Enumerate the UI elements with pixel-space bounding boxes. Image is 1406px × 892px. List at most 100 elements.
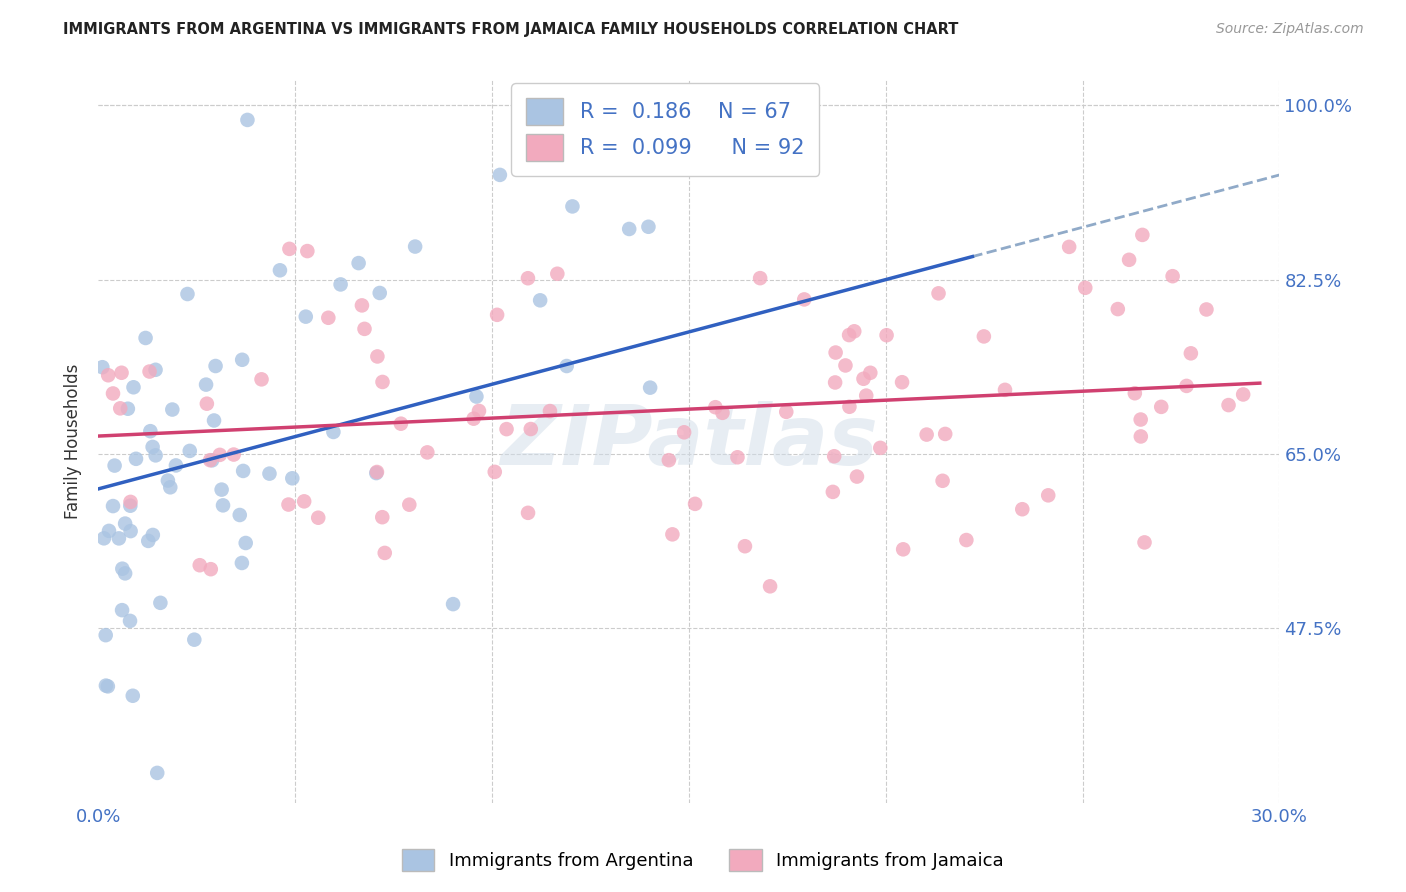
Point	[1129, 429, 1152, 443]
Point	[125, 451, 148, 466]
Point	[229, 508, 252, 522]
Point	[1038, 488, 1060, 502]
Point	[517, 271, 540, 285]
Point	[294, 310, 316, 324]
Point	[120, 499, 142, 513]
Point	[416, 445, 439, 459]
Point	[1195, 302, 1218, 317]
Point	[318, 310, 340, 325]
Point	[368, 285, 391, 300]
Point	[1133, 535, 1156, 549]
Text: Source: ZipAtlas.com: Source: ZipAtlas.com	[1216, 22, 1364, 37]
Point	[638, 381, 661, 395]
Point	[844, 324, 866, 338]
Point	[201, 453, 224, 467]
Point	[1175, 379, 1198, 393]
Point	[179, 443, 201, 458]
Point	[117, 401, 139, 416]
Point	[1011, 502, 1033, 516]
Point	[159, 480, 181, 494]
Point	[468, 404, 491, 418]
Point	[821, 484, 844, 499]
Point	[704, 401, 727, 415]
Point	[250, 372, 273, 386]
Point	[520, 422, 543, 436]
Point	[231, 556, 253, 570]
Point	[236, 112, 259, 127]
Point	[101, 499, 124, 513]
Point	[1123, 386, 1146, 401]
Point	[994, 383, 1017, 397]
Point	[162, 402, 184, 417]
Point	[389, 417, 412, 431]
Point	[775, 405, 797, 419]
Point	[108, 532, 131, 546]
Point	[931, 474, 953, 488]
Point	[1129, 412, 1152, 426]
Point	[546, 267, 568, 281]
Point	[441, 597, 464, 611]
Point	[484, 465, 506, 479]
Point	[517, 506, 540, 520]
Point	[374, 546, 396, 560]
Point	[1057, 240, 1080, 254]
Point	[188, 558, 211, 573]
Point	[824, 345, 846, 359]
Point	[876, 328, 898, 343]
Point	[538, 404, 561, 418]
Text: ZIPatlas: ZIPatlas	[501, 401, 877, 482]
Point	[307, 510, 329, 524]
Point	[212, 499, 235, 513]
Point	[1150, 400, 1173, 414]
Point	[114, 516, 136, 531]
Point	[891, 542, 914, 557]
Point	[371, 375, 394, 389]
Point	[222, 448, 245, 462]
Point	[823, 449, 845, 463]
Point	[749, 271, 772, 285]
Point	[955, 533, 977, 547]
Point	[200, 562, 222, 576]
Point	[97, 679, 120, 693]
Point	[111, 603, 134, 617]
Point	[489, 168, 512, 182]
Point	[120, 495, 142, 509]
Point	[529, 293, 551, 308]
Point	[366, 466, 388, 480]
Point	[759, 579, 782, 593]
Point	[845, 469, 868, 483]
Point	[1074, 281, 1097, 295]
Point	[838, 328, 860, 343]
Point	[136, 533, 159, 548]
Point	[928, 286, 950, 301]
Point	[110, 401, 132, 416]
Point	[855, 389, 877, 403]
Point	[637, 219, 659, 234]
Point	[176, 287, 198, 301]
Point	[149, 596, 172, 610]
Text: IMMIGRANTS FROM ARGENTINA VS IMMIGRANTS FROM JAMAICA FAMILY HOUSEHOLDS CORRELATI: IMMIGRANTS FROM ARGENTINA VS IMMIGRANTS …	[63, 22, 959, 37]
Point	[1118, 252, 1140, 267]
Point	[463, 411, 485, 425]
Point	[142, 528, 165, 542]
Point	[138, 365, 160, 379]
Point	[277, 498, 299, 512]
Point	[156, 474, 179, 488]
Point	[94, 679, 117, 693]
Point	[465, 390, 488, 404]
Point	[183, 632, 205, 647]
Point	[347, 256, 370, 270]
Point	[834, 359, 856, 373]
Point	[398, 498, 420, 512]
Point	[727, 450, 749, 465]
Point	[366, 350, 388, 364]
Point	[973, 329, 995, 343]
Point	[350, 298, 373, 312]
Point	[869, 441, 891, 455]
Point	[292, 494, 315, 508]
Point	[673, 425, 696, 440]
Point	[195, 377, 218, 392]
Point	[1218, 398, 1240, 412]
Point	[329, 277, 352, 292]
Point	[259, 467, 281, 481]
